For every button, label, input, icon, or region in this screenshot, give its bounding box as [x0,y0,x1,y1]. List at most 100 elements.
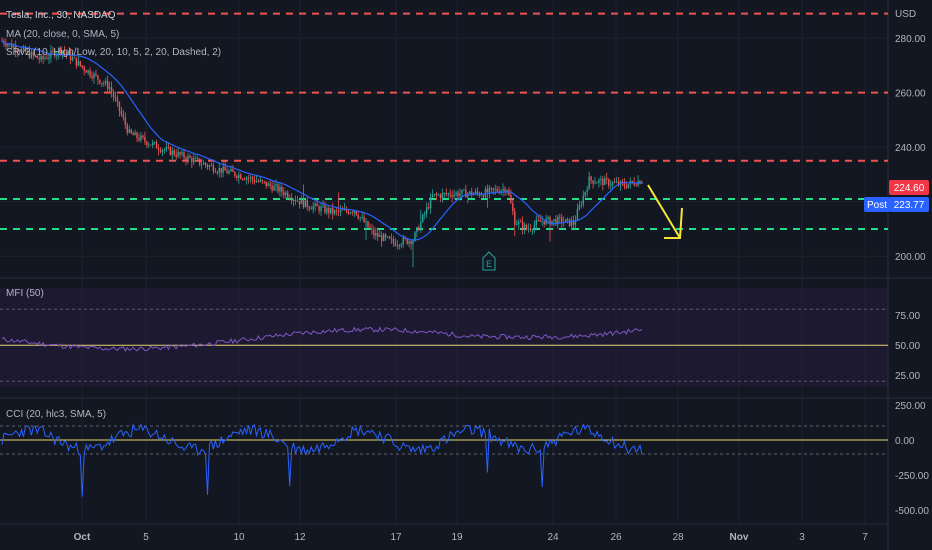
candle-body [261,179,264,182]
candle-body [101,83,103,84]
candle-body [259,179,262,182]
candle-body [81,65,83,67]
candle-body [482,195,485,197]
candle-body [525,224,528,230]
srv-legend[interactable]: SRv2 (10, High/Low, 20, 10, 5, 2, 20, Da… [6,47,221,58]
candle-body [67,52,70,55]
candle-body [198,158,201,165]
candle-body [467,193,469,198]
candle-body [122,114,125,118]
candle-body [22,47,25,50]
candle-body [322,205,324,207]
candle-body [144,137,146,142]
symbol-title[interactable]: Tesla, Inc., 30, NASDAQ [6,10,116,21]
candle-body [543,221,545,225]
candle-body [171,150,173,155]
candle-body [334,210,336,214]
candle-body [447,193,449,195]
candle-body [105,80,107,84]
candle-body [130,129,132,134]
candle-body [302,199,305,208]
candle-body [625,186,628,188]
candle-body [615,181,618,183]
candle-body [357,214,359,219]
candle-body [326,207,328,213]
candle-body [606,178,608,180]
candle-body [555,219,557,225]
candle-body [328,207,330,213]
candle-body [480,195,483,197]
candle-body [281,186,283,193]
candle-body [7,44,9,47]
candle-body [596,182,598,184]
candle-body [40,56,42,60]
candle-body [208,165,211,167]
candle-body [512,203,514,212]
candle-body [492,188,494,190]
candle-body [185,157,187,161]
candle-body [150,144,152,146]
candle-body [382,234,385,241]
candle-body [365,221,367,223]
candle-body [465,189,467,198]
candle-body [210,165,213,167]
candle-body [604,178,606,186]
candle-body [114,97,117,99]
candle-body [602,178,604,186]
candle-body [631,180,633,183]
candle-body [73,57,76,59]
down-arrow-annotation[interactable] [647,184,683,239]
candle-body [371,228,373,230]
candle-body [347,211,350,214]
candle-body [89,70,91,76]
candle-body [455,192,457,195]
candle-body [97,75,99,80]
mfi-tick-label: 25.00 [895,371,920,382]
cci-tick-label: -250.00 [895,471,929,482]
candle-body [36,55,38,59]
candle-body [517,221,520,225]
candle-body [549,216,551,225]
candle-body [641,182,643,184]
candle-body [214,171,217,173]
cci-legend[interactable]: CCI (20, hlc3, SMA, 5) [6,409,106,420]
candle-body [496,189,498,192]
candle-body [564,219,567,223]
candle-body [373,229,375,236]
candle-body [443,193,446,194]
candle-body [478,193,481,196]
candle-body [169,147,172,155]
candle-body [238,174,240,179]
candle-body [351,212,354,214]
candle-body [267,183,269,187]
candle-body [568,218,571,226]
candle-body [18,51,21,53]
candle-body [609,184,612,186]
candle-body [263,181,265,182]
candle-body [116,98,119,102]
candle-body [388,236,391,239]
candle-body [175,154,177,157]
earnings-marker[interactable]: E [482,251,496,271]
candle-body [193,158,195,163]
candle-body [621,181,624,183]
candle-body [236,175,238,179]
candle-body [79,61,81,66]
candle-body [191,157,193,163]
candle-body [345,208,348,212]
candle-body [28,51,31,58]
mfi-legend[interactable]: MFI (50) [6,288,44,299]
candle-body [574,219,577,225]
candle-body [337,210,340,212]
candle-body [124,117,127,125]
candle-body [161,149,164,152]
candle-body [429,197,432,209]
candle-body [519,221,522,223]
ma-legend[interactable]: MA (20, close, 0, SMA, 5) [6,29,119,40]
candle-body [220,168,222,173]
candle-body [283,192,285,196]
candle-body [279,186,281,192]
candle-body [91,75,93,79]
candle-body [277,184,279,192]
